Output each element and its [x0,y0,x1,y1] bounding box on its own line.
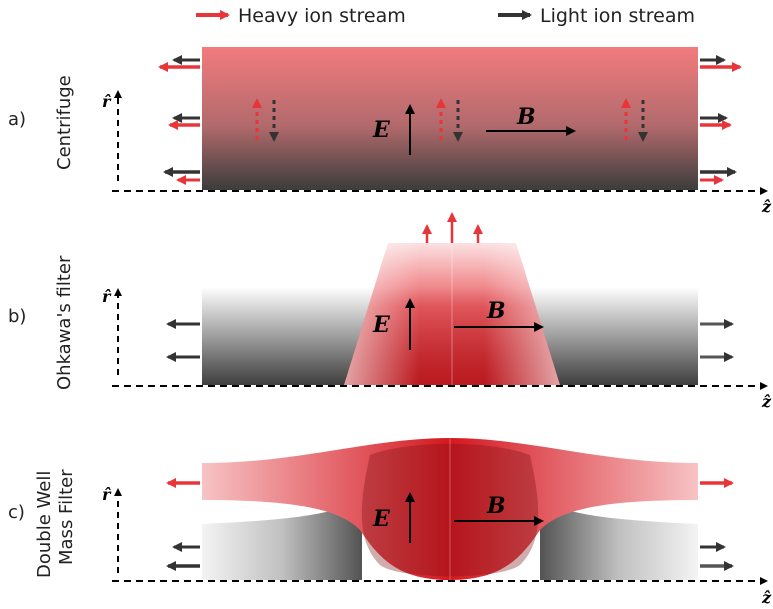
panel-a-z-symbol: ẑ [761,197,772,216]
panel-a-title: Centrifuge [54,75,75,170]
ohkawa-plume-edge-fade [344,243,560,385]
light-legend-label: Light ion stream [540,5,695,27]
panel-b-r-symbol: r̂ [102,287,112,306]
panel-a-e-symbol: E [372,117,391,143]
panel-a-letter: a) [8,109,26,130]
panel-b-title: Ohkawa's filter [54,255,75,390]
panel-b-b-symbol: B [486,298,506,324]
panel-c-e-symbol: E [372,506,391,532]
double-well-heavy-band [202,438,698,580]
double-well-center-core [361,443,539,577]
double-well-gray-right [540,500,698,580]
legend: Heavy ion stream Light ion stream [196,5,695,27]
panel-b-e-symbol: E [372,312,391,338]
panel-c-z-symbol: ẑ [761,588,772,607]
panel-b-letter: b) [8,306,26,327]
panel-c-letter: c) [8,502,25,523]
panel-a-centrifuge: a) Centrifuge r̂ ẑ E B [8,47,772,216]
panel-c-title-line1: Double Well [34,471,55,578]
double-well-gray-left [202,500,362,580]
centrifuge-plasma-body [202,47,698,190]
panel-a-r-symbol: r̂ [102,92,112,111]
panel-c-double-well: c) Double Well Mass Filter r̂ ẑ E B [8,438,772,607]
panel-a-b-symbol: B [516,104,536,130]
heavy-legend-label: Heavy ion stream [238,5,406,27]
panel-c-b-symbol: B [486,493,506,519]
panel-c-r-symbol: r̂ [102,485,112,504]
panel-c-title-line2: Mass Filter [56,469,77,565]
panel-b-z-symbol: ẑ [761,392,772,411]
panel-b-ohkawa: b) Ohkawa's filter r̂ ẑ E B [8,212,772,411]
